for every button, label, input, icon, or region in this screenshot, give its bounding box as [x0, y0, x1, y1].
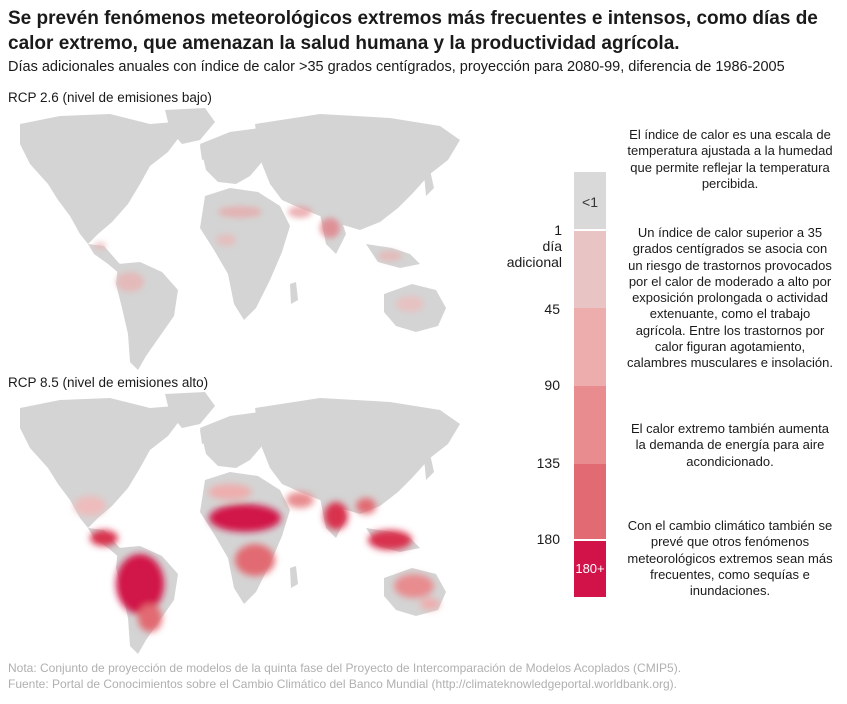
footnote-fuente: Fuente: Portal de Conocimientos sobre el… — [8, 677, 677, 691]
legend-seg-lt1 — [574, 172, 606, 230]
map-label-rcp26: RCP 2.6 (nivel de emisiones bajo) — [8, 90, 212, 105]
footnote-nota: Nota: Conjunto de proyección de modelos … — [8, 661, 682, 675]
legend-label-180-plus: 180+ — [575, 561, 605, 576]
central-america — [88, 244, 126, 274]
legend-label-180: 180 — [536, 531, 560, 547]
legend-label-dia: día — [542, 238, 562, 254]
africa — [200, 472, 290, 604]
greenland — [165, 108, 215, 144]
legend-label-1-day: 1 día adicional — [500, 222, 562, 270]
note-other-extremes: Con el cambio climático también se prevé… — [627, 518, 833, 599]
legend-label-1: 1 — [554, 222, 562, 238]
uk — [200, 144, 208, 160]
legend-seg-90-135 — [574, 386, 606, 464]
note-heat-index-definition: El índice de calor es una escala de temp… — [627, 127, 833, 191]
heat-patches — [74, 484, 440, 632]
legend-label-90: 90 — [544, 377, 560, 393]
asia — [255, 114, 460, 230]
land-masses — [20, 108, 460, 370]
japan — [424, 170, 434, 196]
map-label-rcp85: RCP 8.5 (nivel de emisiones alto) — [8, 375, 209, 390]
europe — [200, 128, 270, 184]
legend-label-adicional: adicional — [506, 254, 562, 270]
legend-seg-180 — [574, 540, 606, 597]
legend-label-135: 135 — [536, 455, 560, 471]
note-heat-risk: Un índice de calor superior a 35 grados … — [627, 225, 833, 371]
asia — [255, 398, 460, 514]
africa — [200, 188, 290, 320]
map-rcp85 — [20, 392, 460, 654]
heat-patches — [94, 206, 424, 312]
europe — [200, 412, 270, 468]
japan — [424, 454, 434, 480]
uk — [200, 428, 208, 444]
legend-label-45: 45 — [544, 301, 560, 317]
madagascar — [290, 566, 298, 588]
page-subtitle: Días adicionales anuales con índice de c… — [8, 59, 785, 75]
legend-seg-135-180 — [574, 464, 606, 540]
north-america — [20, 114, 180, 244]
madagascar — [290, 282, 298, 304]
north-america — [20, 398, 180, 528]
legend-seg-1-45 — [574, 230, 606, 308]
legend-seg-45-90 — [574, 308, 606, 386]
map-rcp26 — [20, 108, 460, 370]
note-energy-demand: El calor extremo también aumenta la dema… — [631, 421, 829, 469]
legend-label-lt1: <1 — [582, 194, 598, 210]
page-title: Se prevén fenómenos meteorológicos extre… — [8, 8, 818, 54]
greenland — [165, 392, 215, 428]
